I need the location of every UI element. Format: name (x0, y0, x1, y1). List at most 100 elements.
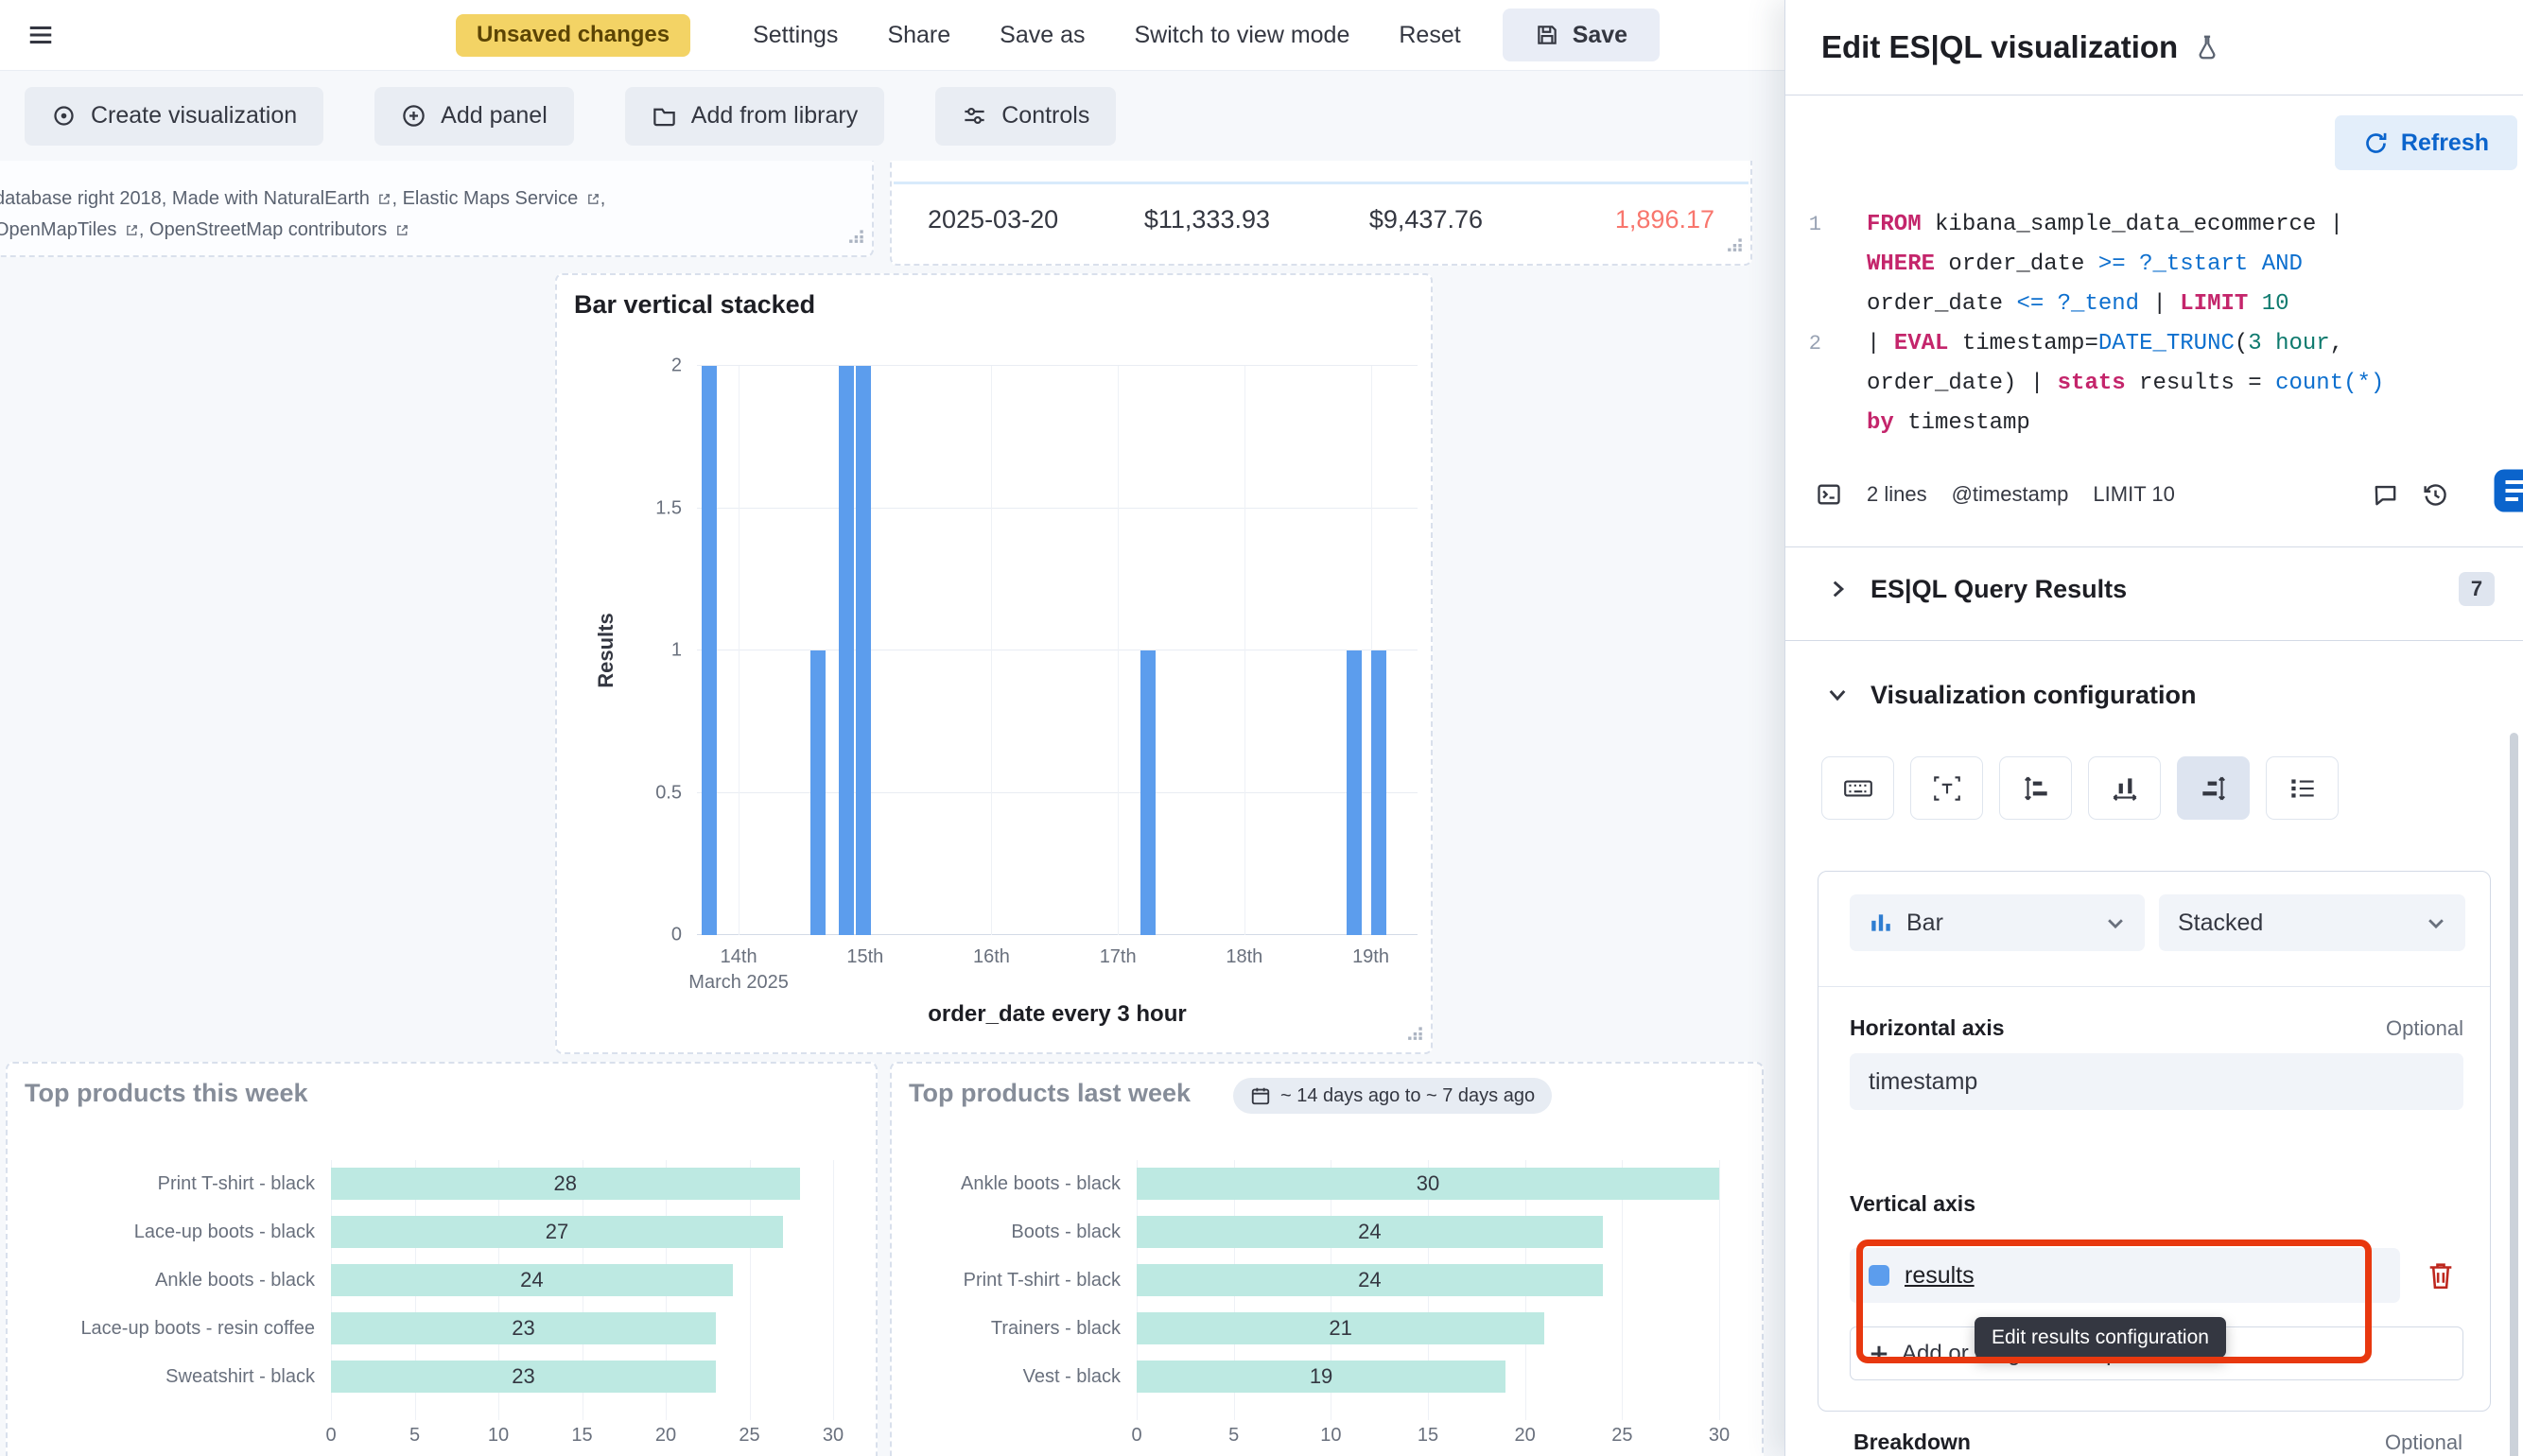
resize-handle[interactable] (1727, 235, 1744, 257)
attribution-text: , (138, 219, 150, 240)
line-count: 2 lines (1867, 482, 1927, 506)
table-row-divider (894, 182, 1749, 184)
bar-mark[interactable] (838, 366, 854, 935)
x-tick-label: 15th (846, 946, 884, 967)
stack-mode-select[interactable]: Stacked (2159, 894, 2465, 951)
bar-mark[interactable]: 24 (1137, 1264, 1603, 1296)
attribution-link[interactable]: Made with NaturalEarth (172, 188, 392, 209)
bar-mark[interactable]: 23 (331, 1312, 717, 1344)
left-axis-icon[interactable] (1999, 756, 2072, 820)
code-line[interactable]: 1 FROM kibana_sample_data_ecommerce | (1785, 204, 2523, 244)
flyout-header: Edit ES|QL visualization (1785, 0, 2523, 95)
controls-button[interactable]: Controls (935, 86, 1117, 146)
bar-mark[interactable]: 24 (331, 1264, 733, 1296)
map-panel[interactable]: database right 2018, Made with NaturalEa… (0, 161, 874, 257)
bar-mark[interactable] (1347, 650, 1363, 935)
visual-options-icon[interactable] (1821, 756, 1894, 820)
top-products-this-week-panel[interactable]: Top products this week Print T-shirt - b… (6, 1062, 878, 1456)
stack-mode-value: Stacked (2178, 909, 2264, 936)
external-link-icon (379, 194, 391, 204)
menu-item-settings[interactable]: Settings (753, 21, 839, 48)
horizontal-axis-value: timestamp (1869, 1067, 1978, 1095)
table-cell-revenue: $11,333.93 (1143, 205, 1270, 234)
bar-mark[interactable]: 21 (1137, 1312, 1545, 1344)
bar-mark[interactable] (702, 366, 718, 935)
gridline (991, 366, 993, 935)
chart-type-select[interactable]: Bar (1850, 894, 2145, 951)
bar-area: 24 (331, 1257, 833, 1305)
delete-field-button[interactable] (2425, 1259, 2457, 1291)
legend-icon[interactable] (2266, 756, 2339, 820)
gridline (749, 1160, 751, 1420)
esql-editor[interactable]: 1 FROM kibana_sample_data_ecommerce | WHER… (1785, 204, 2523, 442)
attribution-link[interactable]: OpenStreetMap contributors (149, 219, 409, 240)
save-button[interactable]: Save (1502, 9, 1661, 61)
bar-mark[interactable]: 24 (1137, 1216, 1603, 1248)
create-visualization-label: Create visualization (91, 102, 298, 129)
section-visualization-configuration[interactable]: Visualization configuration (1785, 667, 2523, 722)
external-link-icon (396, 225, 408, 235)
limit-indicator: LIMIT 10 (2093, 482, 2175, 506)
bar-mark[interactable]: 27 (331, 1216, 783, 1248)
code-line[interactable]: WHERE order_date >= ?_tstart AND (1785, 244, 2523, 284)
right-axis-icon[interactable] (2177, 756, 2250, 820)
product-row: Ankle boots - black 30 (892, 1160, 1762, 1208)
bottom-axis-icon[interactable] (2088, 756, 2161, 820)
bar-mark[interactable]: 28 (331, 1168, 800, 1200)
create-visualization-button[interactable]: Create visualization (25, 86, 324, 146)
chevron-right-icon (1825, 577, 1850, 601)
titles-and-text-icon[interactable] (1910, 756, 1983, 820)
resize-handle[interactable] (1407, 1024, 1424, 1046)
gridline (739, 366, 740, 935)
x-tick-label: 18th (1226, 946, 1263, 967)
code-line[interactable]: 2 | EVAL timestamp=DATE_TRUNC(3 hour, (1785, 323, 2523, 363)
attribution-text: , (392, 188, 403, 209)
esql-docs-icon[interactable] (2493, 468, 2523, 518)
config-icon-toolbar (1821, 756, 2339, 820)
bar-mark[interactable]: 30 (1137, 1168, 1719, 1200)
x-tick-label: 25 (1611, 1425, 1633, 1446)
time-range-badge[interactable]: ~ 14 days ago to ~ 7 days ago (1233, 1078, 1553, 1114)
metrics-table-panel[interactable]: 2025-03-20 $11,333.93 $9,437.76 1,896.17 (890, 161, 1752, 266)
query-history-icon[interactable] (2422, 481, 2449, 509)
menu-icon[interactable] (26, 21, 55, 49)
topnav-menu: Settings Share Save as Switch to view mo… (753, 22, 1461, 49)
x-tick-label: 5 (1228, 1425, 1240, 1446)
code-line[interactable]: order_date) | stats results = count(*) (1785, 363, 2523, 403)
attribution-link[interactable]: OpenMapTiles (0, 219, 139, 240)
menu-item-reset[interactable]: Reset (1399, 21, 1461, 48)
bar-mark[interactable]: 23 (331, 1361, 717, 1393)
category-label: Lace-up boots - resin coffee (80, 1318, 315, 1339)
vertical-axis-field-results[interactable]: results (1850, 1248, 2400, 1303)
external-link-icon (127, 225, 137, 235)
add-panel-button[interactable]: Add panel (374, 86, 574, 146)
x-tick-label: 17th (1099, 946, 1137, 967)
bar-mark[interactable] (1140, 650, 1157, 935)
bar-mark[interactable] (810, 650, 826, 935)
horizontal-axis-field[interactable]: timestamp (1850, 1053, 2463, 1110)
attribution-link[interactable]: Elastic Maps Service (403, 188, 600, 209)
x-tick-label: 14th March 2025 (688, 946, 789, 993)
horizontal-axis-label: Horizontal axis (1850, 1015, 2005, 1040)
bar-mark[interactable] (856, 366, 872, 935)
flyout-scrollbar[interactable] (2510, 733, 2518, 1456)
menu-item-save-as[interactable]: Save as (1000, 21, 1086, 48)
feedback-icon[interactable] (2372, 481, 2399, 509)
bar-vertical-stacked-panel[interactable]: Bar vertical stacked Results 0 0.5 1 1.5 2 14… (555, 273, 1433, 1054)
resize-handle[interactable] (848, 227, 865, 249)
code-line[interactable]: order_date <= ?_tend | LIMIT 10 (1785, 284, 2523, 323)
menu-item-share[interactable]: Share (887, 21, 951, 48)
section-esql-query-results[interactable]: ES|QL Query Results 7 (1785, 562, 2523, 616)
refresh-button[interactable]: Refresh (2334, 115, 2517, 170)
menu-item-switch-to-view-mode[interactable]: Switch to view mode (1134, 21, 1350, 48)
top-products-last-week-panel[interactable]: Top products last week ~ 14 days ago to … (890, 1062, 1764, 1456)
bar-mark[interactable]: 19 (1137, 1361, 1506, 1393)
save-icon (1535, 23, 1559, 47)
table-row: 2025-03-20 $11,333.93 $9,437.76 1,896.17 (892, 205, 1750, 243)
code-line[interactable]: by timestamp (1785, 403, 2523, 442)
attribution-text: , (600, 188, 606, 209)
esql-editor-icon (1816, 481, 1842, 508)
bar-mark[interactable] (1370, 650, 1386, 935)
add-from-library-button[interactable]: Add from library (624, 86, 885, 146)
